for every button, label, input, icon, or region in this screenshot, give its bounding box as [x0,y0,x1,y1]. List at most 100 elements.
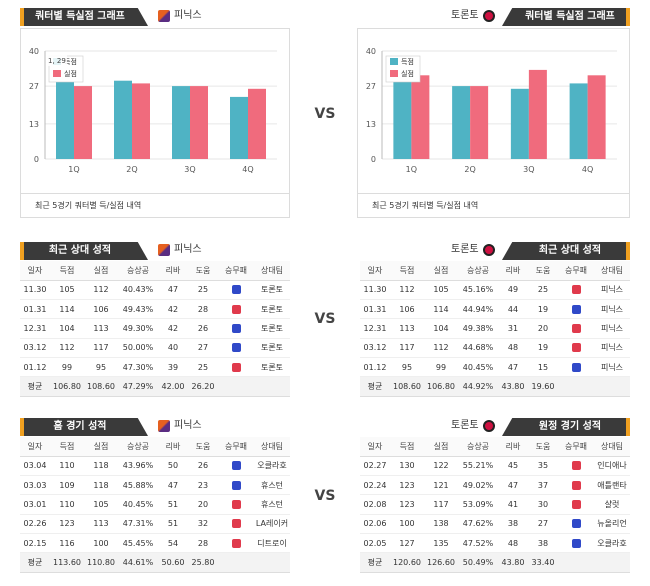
bar-scored [510,88,529,159]
cell-pct: 47.52% [458,533,498,554]
cell-opponent[interactable]: 디트로이 [254,533,290,554]
average-cell [254,376,290,397]
cell-result [558,456,594,476]
cell-pct: 49.02% [458,475,498,496]
cell-pts: 117 [390,338,424,359]
cell-opponent[interactable]: 애틀랜타 [594,475,630,496]
cell-opponent[interactable]: 뉴올리언 [594,514,630,535]
x-tick-label: 3Q [523,165,534,174]
cell-opponent[interactable]: 토론토 [254,280,290,300]
column-header: 상대팀 [594,261,630,281]
win-badge-icon [231,285,241,295]
cell-opponent[interactable]: 오클라호 [594,533,630,554]
cell-pct: 53.09% [458,494,498,515]
cell-date: 12.31 [360,318,390,339]
bar-conceded [470,86,489,159]
average-cell: 106.80 [424,376,458,397]
cell-result [218,475,254,496]
cell-opponent[interactable]: 휴스턴 [254,494,290,515]
cell-pts: 112 [50,338,84,359]
loss-badge-icon [231,304,241,314]
cell-date: 02.26 [20,514,50,535]
cell-ast: 26 [188,456,218,476]
average-cell [218,376,254,397]
cell-ast: 27 [528,514,558,535]
cell-opponent[interactable]: 피닉스 [594,280,630,300]
chart-note: 최근 5경기 쿼터별 득/실점 내역 [21,193,289,217]
accent-bar [20,242,24,260]
cell-opponent[interactable]: 토론토 [254,318,290,339]
cell-date: 03.04 [20,456,50,476]
cell-opp_pts: 95 [84,357,118,378]
table-row: 02.24 123 121 49.02% 47 37 애틀랜타 [360,475,630,496]
cell-opponent[interactable]: 피닉스 [594,299,630,320]
cell-opp_pts: 138 [424,514,458,535]
cell-opponent[interactable]: 피닉스 [594,318,630,339]
cell-opponent[interactable]: 휴스턴 [254,475,290,496]
cell-opponent[interactable]: 토론토 [254,299,290,320]
team-name: 피닉스 [174,10,202,21]
team-name: 토론토 [451,420,479,431]
column-header: 도움 [528,261,558,281]
cell-ast: 25 [188,280,218,300]
table-row: 02.08 123 117 53.09% 41 30 샬럿 [360,494,630,515]
cell-result [218,338,254,359]
table-row: 12.31 113 104 49.38% 31 20 피닉스 [360,318,630,339]
y-tick-label: 40 [366,47,376,56]
cell-result [218,494,254,515]
cell-date: 03.03 [20,475,50,496]
right-team-label: 토론토 [451,241,495,259]
cell-opponent[interactable]: 토론토 [254,338,290,359]
cell-date: 03.01 [20,494,50,515]
table-row: 03.04 110 118 43.96% 50 26 오클라호 [20,456,290,476]
cell-opp_pts: 106 [84,299,118,320]
cell-opponent[interactable]: 오클라호 [254,456,290,476]
cell-ast: 28 [188,533,218,554]
win-badge-icon [571,538,581,548]
cell-opp_pts: 122 [424,456,458,476]
cell-opp_pts: 135 [424,533,458,554]
right-team-label: 토론토 [451,417,495,435]
cell-opponent[interactable]: 샬럿 [594,494,630,515]
suns-logo-icon [158,10,170,22]
y-tick-label: 40 [29,47,39,56]
note-text: 최근 5경기 쿼터별 득/실점 내역 [35,201,142,210]
cell-reb: 47 [158,280,188,300]
table-row: 03.12 117 112 44.68% 48 19 피닉스 [360,338,630,359]
cell-opp_pts: 104 [424,318,458,339]
cell-opponent[interactable]: 토론토 [254,357,290,378]
bar-conceded [528,69,547,159]
y-tick-label: 13 [366,120,376,129]
bar-conceded [74,86,92,159]
cell-pts: 110 [50,494,84,515]
cell-opponent[interactable]: 피닉스 [594,357,630,378]
y-tick-label: 13 [29,120,39,129]
column-header: 득점 [390,437,424,457]
average-row: 평균 108.60 106.80 44.92% 43.80 19.60 [360,376,630,397]
accent-bar [626,418,630,436]
column-header: 실점 [424,261,458,281]
cell-ast: 20 [188,494,218,515]
average-cell [594,376,630,397]
cell-opp_pts: 112 [424,338,458,359]
x-tick-label: 1Q [406,165,417,174]
cell-result [558,494,594,515]
accent-bar [20,8,24,26]
win-badge-icon [231,343,241,353]
cell-reb: 54 [158,533,188,554]
cell-pts: 130 [390,456,424,476]
column-header: 승무패 [218,437,254,457]
cell-pts: 123 [390,494,424,515]
cell-opponent[interactable]: 인디애나 [594,456,630,476]
table-header-row: 일자 득점 실점 승상공 리바 도움 승무패 상대팀 [20,261,290,281]
cell-ast: 26 [188,318,218,339]
average-cell: 44.61% [118,552,158,573]
x-tick-label: 2Q [126,165,137,174]
column-header: 승무패 [218,261,254,281]
cell-opponent[interactable]: LA레이커 [254,514,290,535]
column-header: 승상공 [458,261,498,281]
average-cell: 42.00 [158,376,188,397]
cell-opponent[interactable]: 피닉스 [594,338,630,359]
x-tick-label: 4Q [242,165,253,174]
